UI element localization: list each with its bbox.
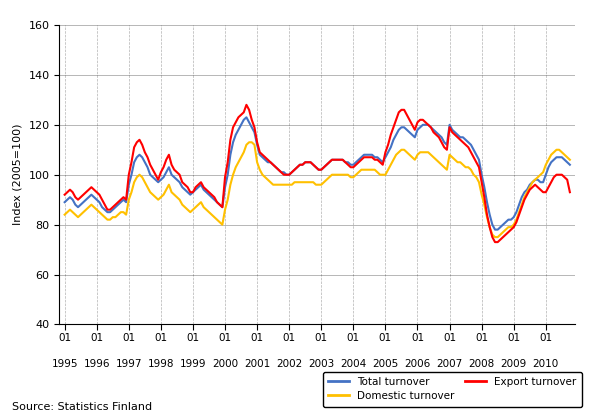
Text: 2000: 2000 xyxy=(212,359,238,369)
Total turnover xyxy=(294,165,301,170)
Text: 2010: 2010 xyxy=(533,359,559,369)
Total turnover xyxy=(243,115,250,120)
Text: 1995: 1995 xyxy=(52,359,78,369)
Export turnover xyxy=(566,190,573,195)
Total turnover xyxy=(566,162,573,167)
Text: 2008: 2008 xyxy=(468,359,495,369)
Export turnover xyxy=(318,167,325,172)
Text: 2001: 2001 xyxy=(244,359,270,369)
Line: Domestic turnover: Domestic turnover xyxy=(65,142,570,237)
Export turnover xyxy=(205,190,212,195)
Total turnover xyxy=(492,227,499,232)
Text: 1997: 1997 xyxy=(116,359,142,369)
Text: 2007: 2007 xyxy=(436,359,463,369)
Domestic turnover xyxy=(61,212,68,217)
Text: 2003: 2003 xyxy=(308,359,334,369)
Total turnover xyxy=(213,200,221,205)
Text: 2004: 2004 xyxy=(340,359,366,369)
Domestic turnover xyxy=(294,180,301,185)
Total turnover xyxy=(114,202,122,207)
Export turnover xyxy=(213,200,221,205)
Domestic turnover xyxy=(114,212,122,217)
Domestic turnover xyxy=(492,235,499,240)
Line: Total turnover: Total turnover xyxy=(65,117,570,230)
Text: 2006: 2006 xyxy=(404,359,431,369)
Domestic turnover xyxy=(205,210,212,215)
Export turnover xyxy=(492,240,499,245)
Export turnover xyxy=(178,180,186,185)
Domestic turnover xyxy=(178,202,186,207)
Total turnover xyxy=(178,185,186,190)
Total turnover xyxy=(61,200,68,205)
Text: 1999: 1999 xyxy=(180,359,206,369)
Text: 2009: 2009 xyxy=(500,359,527,369)
Text: 1998: 1998 xyxy=(148,359,174,369)
Text: Source: Statistics Finland: Source: Statistics Finland xyxy=(12,402,152,412)
Text: 2005: 2005 xyxy=(372,359,398,369)
Y-axis label: Index (2005=100): Index (2005=100) xyxy=(13,124,23,225)
Export turnover xyxy=(61,192,68,197)
Domestic turnover xyxy=(246,140,253,145)
Domestic turnover xyxy=(318,182,325,187)
Export turnover xyxy=(243,102,250,107)
Text: 2002: 2002 xyxy=(276,359,302,369)
Domestic turnover xyxy=(213,217,221,222)
Text: 1996: 1996 xyxy=(84,359,110,369)
Line: Export turnover: Export turnover xyxy=(65,105,570,242)
Domestic turnover xyxy=(566,157,573,162)
Total turnover xyxy=(205,192,212,197)
Legend: Total turnover, Domestic turnover, Export turnover: Total turnover, Domestic turnover, Expor… xyxy=(323,371,582,406)
Export turnover xyxy=(294,165,301,170)
Total turnover xyxy=(318,167,325,172)
Export turnover xyxy=(114,200,122,205)
